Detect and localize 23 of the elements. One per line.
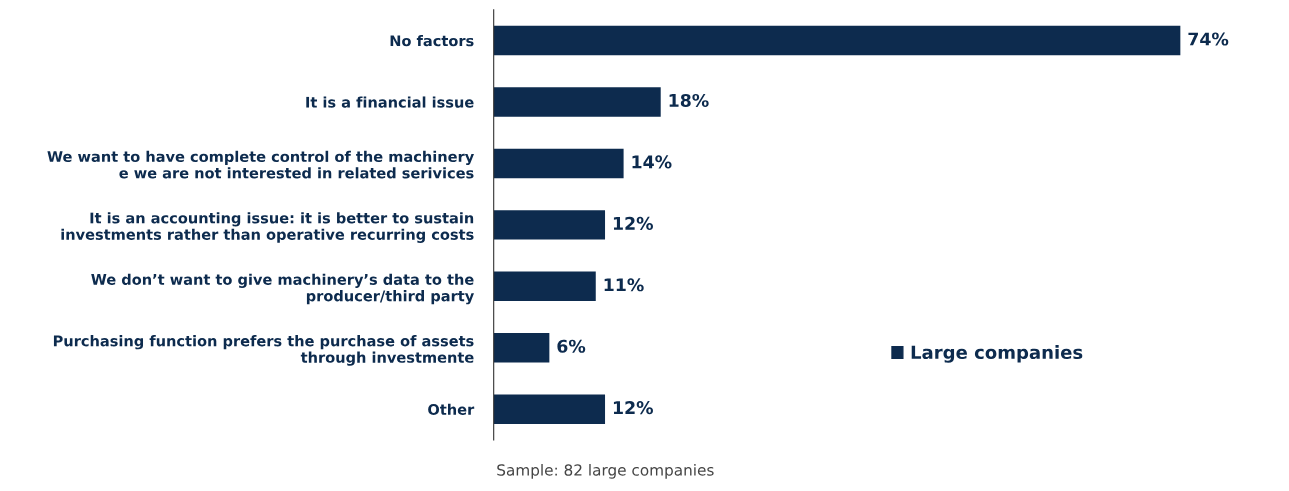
bar (493, 271, 596, 302)
bar (493, 148, 624, 179)
bar (493, 87, 661, 117)
y-tick-label: Purchasing function prefers the purchase of assets through investmente (53, 335, 474, 366)
y-tick-label: Other (428, 403, 475, 415)
data-label: 74% (1188, 32, 1229, 46)
data-label: 11% (604, 278, 644, 292)
y-tick-label: We don’t want to give machinery’s data to the producer/third party (91, 273, 474, 305)
bar (493, 210, 606, 240)
bar (493, 25, 1181, 56)
data-label: 12% (613, 216, 653, 230)
legend-label: Large companies (911, 345, 1083, 363)
y-tick-label: No factors (390, 35, 474, 47)
text: Sample: 82 large companies (497, 463, 714, 479)
data-label: 14% (632, 155, 672, 169)
data-label: 18% (669, 93, 709, 108)
y-tick-label: We want to have complete control of the machinery e we are not interested in related serivices (47, 150, 474, 179)
y-tick-label: It is a financial issue (306, 96, 474, 108)
y-tick-label: It is an accounting issue: it is better to sustain investments rather than operative recurring costs (61, 212, 474, 243)
data-label: 12% (613, 401, 653, 415)
bar (493, 333, 550, 363)
data-label: 6% (557, 339, 586, 353)
bar (493, 394, 606, 424)
